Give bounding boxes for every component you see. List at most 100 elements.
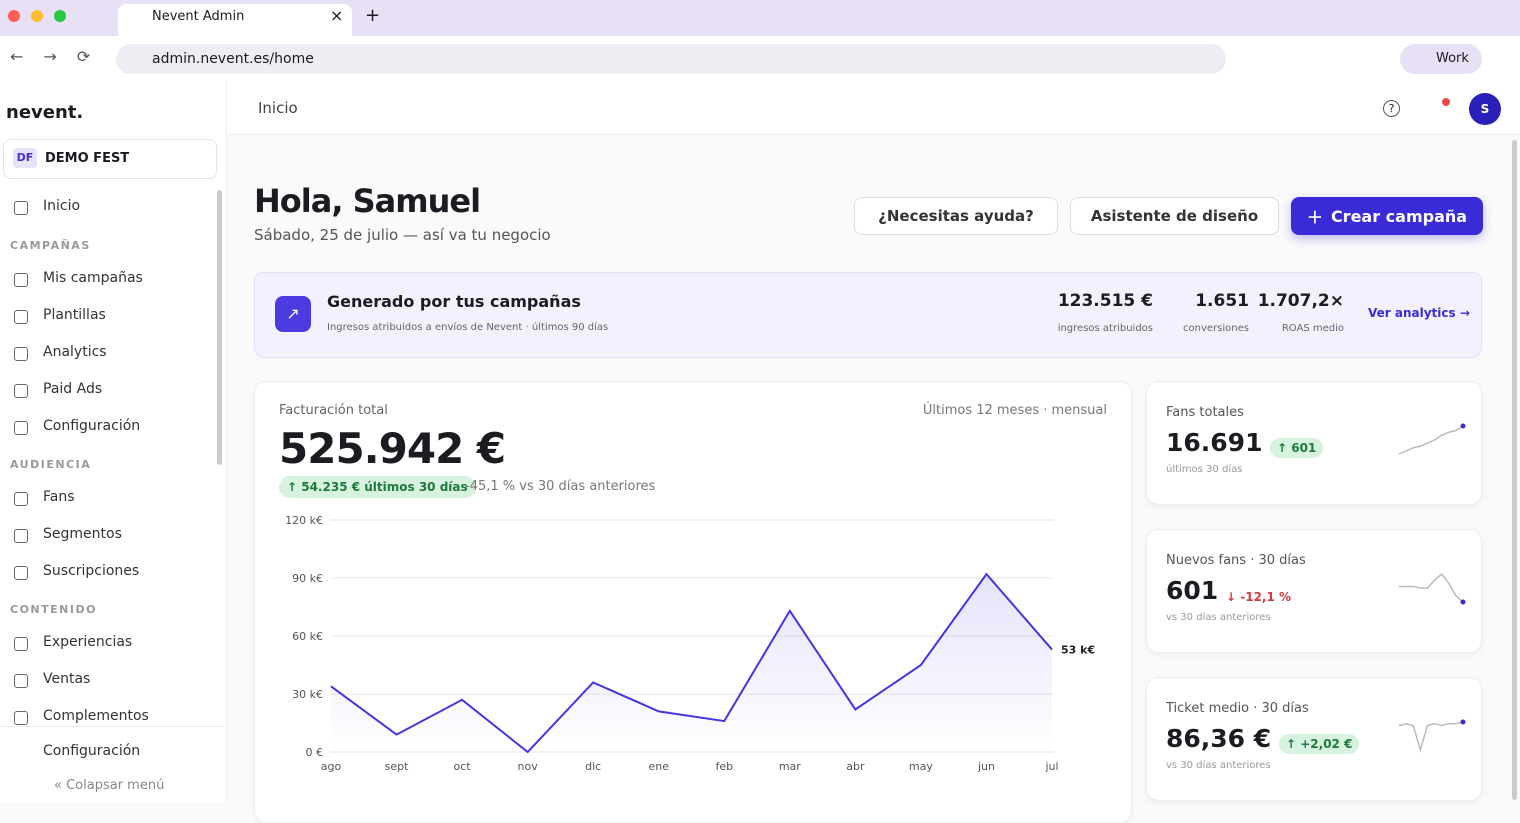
nav-icon bbox=[14, 421, 28, 435]
card-title: Nuevos fans · 30 días bbox=[1166, 553, 1306, 568]
value-label: 53 k€ bbox=[1061, 644, 1095, 657]
design-button[interactable]: Asistente de diseño bbox=[1070, 197, 1279, 235]
sidebar bbox=[0, 82, 227, 802]
x-tick-label: feb bbox=[715, 760, 733, 773]
new-tab[interactable]: + bbox=[365, 5, 381, 26]
revenue-change: -45,1 % vs 30 días anteriores bbox=[465, 479, 656, 494]
profile-chip[interactable] bbox=[1400, 44, 1482, 74]
card-label: Facturación total bbox=[279, 403, 388, 418]
card-title: Fans totales bbox=[1166, 405, 1244, 420]
delta-text: 601 bbox=[1291, 441, 1317, 455]
nav-item[interactable]: Fans bbox=[43, 489, 75, 505]
card-note: vs 30 días anteriores bbox=[1166, 612, 1271, 623]
nav-item[interactable]: Configuración bbox=[43, 743, 141, 759]
url: admin.nevent.es/home bbox=[152, 51, 314, 67]
stat-value: 1.651 bbox=[1195, 291, 1249, 311]
sparkline-line bbox=[1399, 572, 1464, 603]
delta-text: -12,1 % bbox=[1240, 590, 1292, 604]
nav-section: CAMPAÑAS bbox=[10, 239, 91, 252]
card-title: Ticket medio · 30 días bbox=[1166, 701, 1309, 716]
help-icon[interactable]: ? bbox=[1383, 100, 1400, 117]
help-button[interactable]: ¿Necesitas ayuda? bbox=[854, 197, 1058, 235]
button-label: Crear campaña bbox=[1330, 206, 1468, 226]
nav-item[interactable]: Paid Ads bbox=[43, 381, 103, 397]
nav-item[interactable]: Experiencias bbox=[43, 634, 133, 650]
avatar[interactable]: S bbox=[1469, 93, 1501, 125]
delta-text: +2,02 € bbox=[1300, 737, 1353, 751]
nav-item[interactable]: Configuración bbox=[43, 418, 141, 434]
collapse-label: Colapsar menú bbox=[66, 778, 165, 793]
nav-icon bbox=[14, 674, 28, 688]
nav-icon bbox=[14, 384, 28, 398]
revenue-total: 525.942 € bbox=[279, 424, 506, 473]
stat-value: 1.707,2× bbox=[1257, 291, 1344, 311]
stat-label: ingresos atribuidos bbox=[1057, 323, 1153, 334]
analytics-link[interactable]: Ver analytics → bbox=[1368, 306, 1470, 320]
tab[interactable] bbox=[118, 4, 352, 36]
card-value: 16.691 bbox=[1166, 428, 1263, 457]
scrollbar bbox=[1512, 140, 1517, 800]
line bbox=[330, 572, 1053, 754]
y-tick-label: 60 k€ bbox=[292, 630, 323, 643]
create-button[interactable]: ＋ Crear campaña bbox=[1291, 197, 1483, 235]
nav-icon bbox=[14, 347, 28, 361]
nav-icon bbox=[14, 637, 28, 651]
notification-dot[interactable] bbox=[1442, 98, 1450, 106]
x-tick-label: jul bbox=[1044, 760, 1058, 773]
revenue-card: Facturación total Últimos 12 meses · men… bbox=[254, 381, 1132, 823]
area bbox=[331, 574, 1052, 752]
x-tick-label: jun bbox=[977, 760, 995, 773]
sparkline-dot bbox=[1460, 599, 1466, 605]
header bbox=[227, 82, 1520, 135]
sidebar-divider bbox=[0, 726, 226, 727]
card-delta: ↑ 601 bbox=[1270, 438, 1324, 458]
x-tick-label: sept bbox=[385, 760, 409, 773]
card-delta: ↓ -12,1 % bbox=[1226, 590, 1292, 604]
card-delta: ↑ +2,02 € bbox=[1279, 734, 1360, 754]
org-name: DEMO FEST bbox=[45, 151, 130, 166]
date-line: Sábado, 25 de julio — así va tu negocio bbox=[254, 226, 551, 244]
stat-value: 123.515 € bbox=[1057, 291, 1153, 311]
nav-item[interactable]: Complementos bbox=[43, 708, 149, 724]
nav-icon bbox=[14, 310, 28, 324]
revenue-badge: ↑ 54.235 € últimos 30 días bbox=[279, 476, 476, 498]
address-bar[interactable] bbox=[116, 44, 1226, 74]
nav-section: CONTENIDO bbox=[10, 603, 97, 616]
tab-title: Nevent Admin bbox=[152, 9, 245, 24]
nav-icon bbox=[14, 273, 28, 287]
banner-subtitle: Ingresos atribuidos a envíos de Nevent ·… bbox=[327, 322, 609, 333]
stat-card: Ticket medio · 30 días 86,36 € ↑ +2,02 € vs… bbox=[1146, 677, 1482, 801]
nav-buttons[interactable]: ←→⟳ bbox=[10, 47, 111, 66]
card-period: Últimos 12 meses · mensual bbox=[922, 403, 1107, 418]
x-tick-label: oct bbox=[454, 760, 472, 773]
x-tick-label: mar bbox=[779, 760, 801, 773]
card-value: 86,36 € bbox=[1166, 724, 1272, 753]
nav-icon bbox=[14, 711, 28, 725]
sparkline bbox=[1399, 572, 1466, 605]
banner bbox=[254, 272, 1482, 358]
tab-close[interactable]: × bbox=[330, 6, 344, 25]
banner-title: Generado por tus campañas bbox=[327, 292, 581, 311]
nav-icon bbox=[14, 492, 28, 506]
y-tick-label: 30 k€ bbox=[292, 688, 323, 701]
nav-item[interactable]: Inicio bbox=[43, 198, 81, 214]
nav-item[interactable]: Mis campañas bbox=[43, 270, 143, 286]
nav-item[interactable]: Analytics bbox=[43, 344, 107, 360]
nav-item[interactable]: Segmentos bbox=[43, 526, 122, 542]
org-selector[interactable] bbox=[3, 139, 217, 179]
nav-item[interactable]: Ventas bbox=[43, 671, 91, 687]
sparkline bbox=[1398, 423, 1466, 455]
badge-text: 54.235 € últimos 30 días bbox=[301, 480, 468, 494]
x-tick-label: may bbox=[909, 760, 933, 773]
nav-icon bbox=[14, 566, 28, 580]
logo: nevent. bbox=[6, 102, 84, 123]
profile-name: Work bbox=[1436, 51, 1469, 66]
collapse-menu[interactable]: « Colapsar menú bbox=[54, 778, 165, 793]
sparkline-dot bbox=[1460, 719, 1466, 725]
nav-icon bbox=[14, 201, 28, 215]
nav-item[interactable]: Suscripciones bbox=[43, 563, 140, 579]
sparkline-line bbox=[1398, 721, 1464, 753]
sidebar-scrollbar bbox=[217, 190, 222, 465]
x-tick-label: ene bbox=[648, 760, 669, 773]
nav-item[interactable]: Plantillas bbox=[43, 307, 106, 323]
